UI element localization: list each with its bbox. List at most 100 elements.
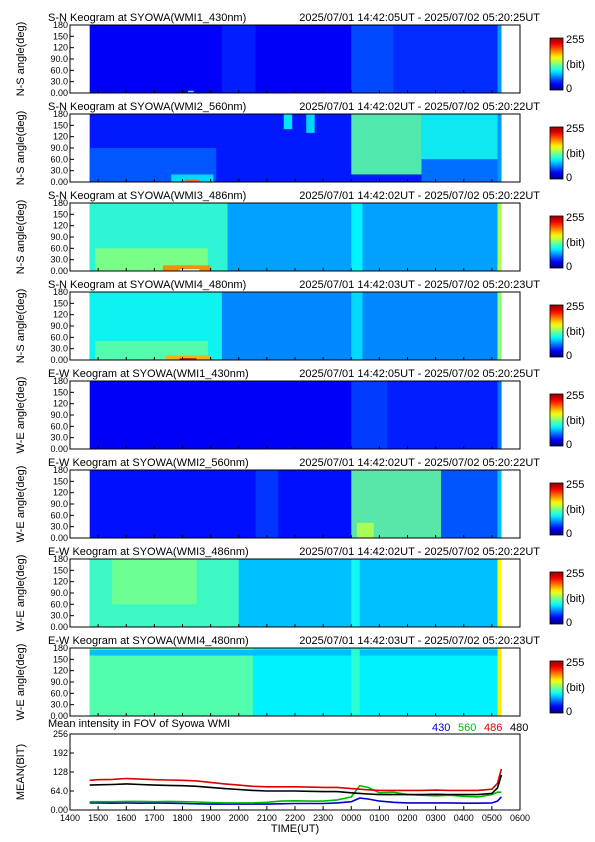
line-plot-frame: [69, 733, 521, 811]
x-tick-label: 1400: [60, 813, 80, 823]
heatmap-edge: [497, 292, 502, 360]
heatmap-edge: [497, 559, 502, 627]
y-tick-label: 0.00: [50, 88, 68, 98]
panel-title: E-W Keogram at SYOWA(WMI1_430nm): [48, 368, 249, 380]
colorbar: [549, 660, 564, 714]
y-axis-label: N-S angle(deg): [15, 111, 27, 186]
y-tick-label: 120: [53, 666, 68, 676]
colorbar-max-label: 255: [566, 568, 584, 580]
keogram-panel: E-W Keogram at SYOWA(WMI2_560nm) 2025/07/…: [15, 457, 585, 543]
y-axis-label: W-E angle(deg): [15, 466, 27, 543]
colorbar-unit-label: (bit): [566, 415, 585, 427]
colorbar: [549, 215, 564, 269]
panel-time-range: 2025/07/01 14:42:02UT - 2025/07/02 05:20…: [299, 190, 540, 202]
heatmap-feature: [351, 25, 394, 93]
mean-intensity-panel: Mean intensity in FOV of Syowa WMI 430 560…: [15, 718, 530, 835]
keogram-panel: S-N Keogram at SYOWA(WMI2_560nm) 2025/07/…: [15, 101, 585, 187]
y-tick-label: 0.00: [50, 266, 68, 276]
y-tick-label: 150: [53, 654, 68, 664]
y-tick-label: 150: [53, 565, 68, 575]
y-tick-label: 150: [53, 387, 68, 397]
panel-time-range: 2025/07/01 14:42:05UT - 2025/07/02 05:20…: [299, 368, 540, 380]
y-tick-label: 150: [53, 120, 68, 130]
keogram-panel: S-N Keogram at SYOWA(WMI3_486nm) 2025/07/…: [15, 190, 585, 276]
y-tick-label: 256: [53, 729, 68, 739]
y-tick-label: 90.0: [50, 588, 68, 598]
y-tick-label: 0.00: [50, 177, 68, 187]
y-tick-label: 120: [53, 399, 68, 409]
y-tick-label: 30.0: [50, 255, 68, 265]
x-tick-label: 1500: [88, 813, 108, 823]
heatmap-feature: [171, 174, 214, 182]
colorbar-unit-label: (bit): [566, 593, 585, 605]
x-tick-label: 1700: [144, 813, 164, 823]
colorbar: [549, 571, 564, 625]
y-tick-label: 180: [53, 287, 68, 297]
panel-title: S-N Keogram at SYOWA(WMI3_486nm): [48, 190, 246, 202]
y-tick-label: 30.0: [50, 77, 68, 87]
heatmap-feature: [351, 114, 422, 175]
panel-time-range: 2025/07/01 14:42:02UT - 2025/07/02 05:20…: [299, 546, 540, 558]
x-tick-label: 1900: [201, 813, 221, 823]
y-tick-label: 150: [53, 31, 68, 41]
colorbar-min-label: 0: [566, 350, 572, 362]
y-tick-label: 30.0: [50, 344, 68, 354]
heatmap-edge: [497, 648, 502, 716]
y-tick-label: 60.0: [50, 332, 68, 342]
y-tick-label: 64.0: [50, 786, 68, 796]
keogram-panel: S-N Keogram at SYOWA(WMI4_480nm) 2025/07/…: [15, 279, 585, 365]
y-tick-label: 60.0: [50, 421, 68, 431]
y-axis-label: W-E angle(deg): [15, 644, 27, 721]
y-tick-label: 120: [53, 488, 68, 498]
y-tick-label: 150: [53, 476, 68, 486]
heatmap-feature: [179, 269, 200, 271]
heatmap-feature: [162, 265, 211, 271]
keogram-panel: E-W Keogram at SYOWA(WMI1_430nm) 2025/07/…: [15, 368, 585, 454]
colorbar: [549, 393, 564, 447]
heatmap-feature: [89, 648, 253, 716]
heatmap-feature: [351, 559, 360, 627]
colorbar-max-label: 255: [566, 479, 584, 491]
panel-title: E-W Keogram at SYOWA(WMI2_560nm): [48, 457, 249, 469]
colorbar-min-label: 0: [566, 83, 572, 95]
y-tick-label: 192: [53, 748, 68, 758]
y-tick-label: 90.0: [50, 143, 68, 153]
colorbar-min-label: 0: [566, 528, 572, 540]
y-tick-label: 30.0: [50, 522, 68, 532]
y-tick-label: 60.0: [50, 243, 68, 253]
heatmap-edge: [497, 381, 502, 449]
heatmap-feature: [179, 358, 197, 360]
y-axis-label: N-S angle(deg): [15, 200, 27, 275]
colorbar-max-label: 255: [566, 34, 584, 46]
x-tick-label: 2100: [257, 813, 277, 823]
y-tick-label: 60.0: [50, 688, 68, 698]
heatmap-edge: [497, 114, 502, 182]
panel-title: S-N Keogram at SYOWA(WMI2_560nm): [48, 101, 246, 113]
heatmap-feature: [306, 114, 315, 133]
heatmap-feature: [351, 292, 363, 360]
y-tick-label: 0.00: [50, 622, 68, 632]
x-tick-label: 0000: [341, 813, 361, 823]
y-tick-label: 0.00: [50, 711, 68, 721]
line-chart-title: Mean intensity in FOV of Syowa WMI: [48, 718, 230, 730]
panel-time-range: 2025/07/01 14:42:02UT - 2025/07/02 05:20…: [299, 457, 540, 469]
y-tick-label: 120: [53, 221, 68, 231]
y-tick-label: 60.0: [50, 599, 68, 609]
x-tick-label: 2300: [313, 813, 333, 823]
y-tick-label: 0.00: [50, 805, 68, 815]
colorbar-min-label: 0: [566, 706, 572, 718]
y-tick-label: 180: [53, 109, 68, 119]
y-tick-label: 90.0: [50, 499, 68, 509]
panel-title: S-N Keogram at SYOWA(WMI1_430nm): [48, 12, 246, 24]
y-tick-label: 60.0: [50, 510, 68, 520]
y-tick-label: 60.0: [50, 65, 68, 75]
heatmap-feature: [421, 114, 498, 160]
heatmap-feature: [351, 203, 363, 271]
heatmap-feature: [95, 341, 208, 360]
y-tick-label: 0.00: [50, 444, 68, 454]
y-tick-label: 120: [53, 43, 68, 53]
colorbar: [549, 126, 564, 180]
y-tick-label: 180: [53, 465, 68, 475]
panel-time-range: 2025/07/01 14:42:05UT - 2025/07/02 05:20…: [299, 12, 540, 24]
